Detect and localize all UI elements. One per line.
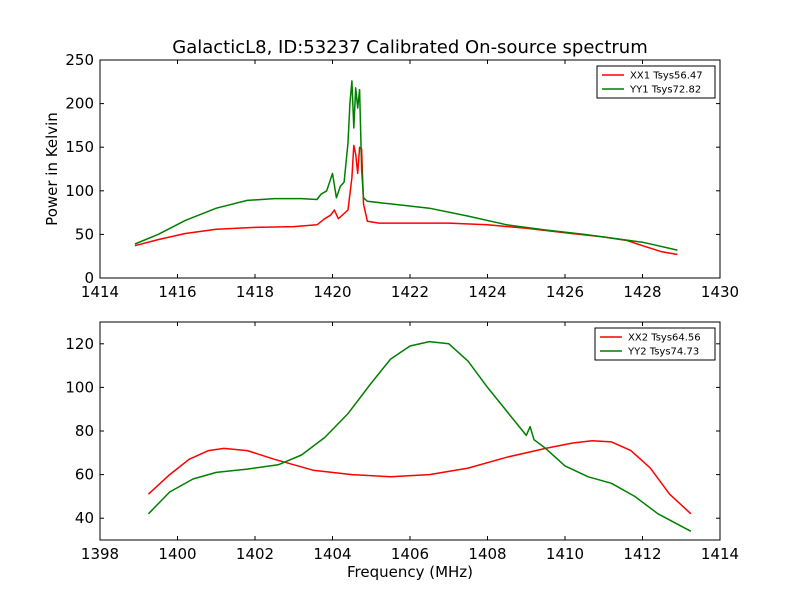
legend-box: [596, 65, 716, 99]
legend-box: [594, 327, 716, 361]
y-tick-label: 0: [84, 269, 94, 287]
y-tick-label: 200: [65, 95, 94, 113]
y-tick-label: 60: [75, 466, 94, 484]
x-tick-label: 1412: [623, 545, 661, 563]
bottom-panel: 1398 1400 1402 1404 1406 1408 1410 1412 1414 40 60…: [65, 321, 739, 563]
y-tick-label: 250: [65, 51, 94, 69]
y-tick-label: 100: [65, 182, 94, 200]
x-tick-label: 1420: [313, 283, 351, 301]
y-tick-label: 100: [65, 378, 94, 396]
series-line-2-1: [147, 440, 692, 515]
x-tick-label: 1422: [391, 283, 429, 301]
x-tick-label: 1418: [236, 283, 274, 301]
y-tick-label: 80: [75, 422, 94, 440]
legend-2: XX2 Tsys64.56 YY2 Tsys74.73: [594, 327, 716, 361]
legend-1: XX1 Tsys56.47 YY1 Tsys72.82: [596, 65, 716, 99]
x-tick-label: 1414: [701, 545, 739, 563]
x-tick-label: 1404: [313, 545, 351, 563]
x-tick-label: 1400: [158, 545, 196, 563]
legend-label: YY1 Tsys72.82: [629, 85, 701, 96]
top-panel: 1414 1416 1418 1420 1422 1424 1426 1428 1430 0 50 1…: [65, 51, 739, 301]
x-tick-label: 1408: [468, 545, 506, 563]
x-tick-label: 1414: [81, 283, 119, 301]
y-tick-label: 120: [65, 335, 94, 353]
chart-title: GalacticL8, ID:53237 Calibrated On-sourc…: [172, 37, 647, 58]
y-tick-label: 150: [65, 138, 94, 156]
x-tick-label: 1406: [391, 545, 429, 563]
x-tick-label: 1402: [236, 545, 274, 563]
legend-label: XX2 Tsys64.56: [628, 333, 701, 344]
legend-label: XX1 Tsys56.47: [630, 71, 703, 82]
x-tick-label: 1398: [81, 545, 119, 563]
x-tick-label: 1424: [468, 283, 506, 301]
series-line-2-2: [147, 340, 692, 532]
x-tick-label: 1410: [546, 545, 584, 563]
x-tick-label: 1416: [158, 283, 196, 301]
y-axis-label: Power in Kelvin: [43, 112, 61, 226]
x-tick-label: 1428: [623, 283, 661, 301]
x-tick-label: 1426: [546, 283, 584, 301]
series-line-1-2: [134, 80, 678, 251]
x-axis-label: Frequency (MHz): [347, 563, 473, 581]
legend-label: YY2 Tsys74.73: [627, 347, 699, 358]
y-tick-label: 40: [75, 509, 94, 527]
y-tick-label: 50: [75, 225, 94, 243]
series-line-1-1: [134, 144, 678, 256]
x-tick-label: 1430: [701, 283, 739, 301]
